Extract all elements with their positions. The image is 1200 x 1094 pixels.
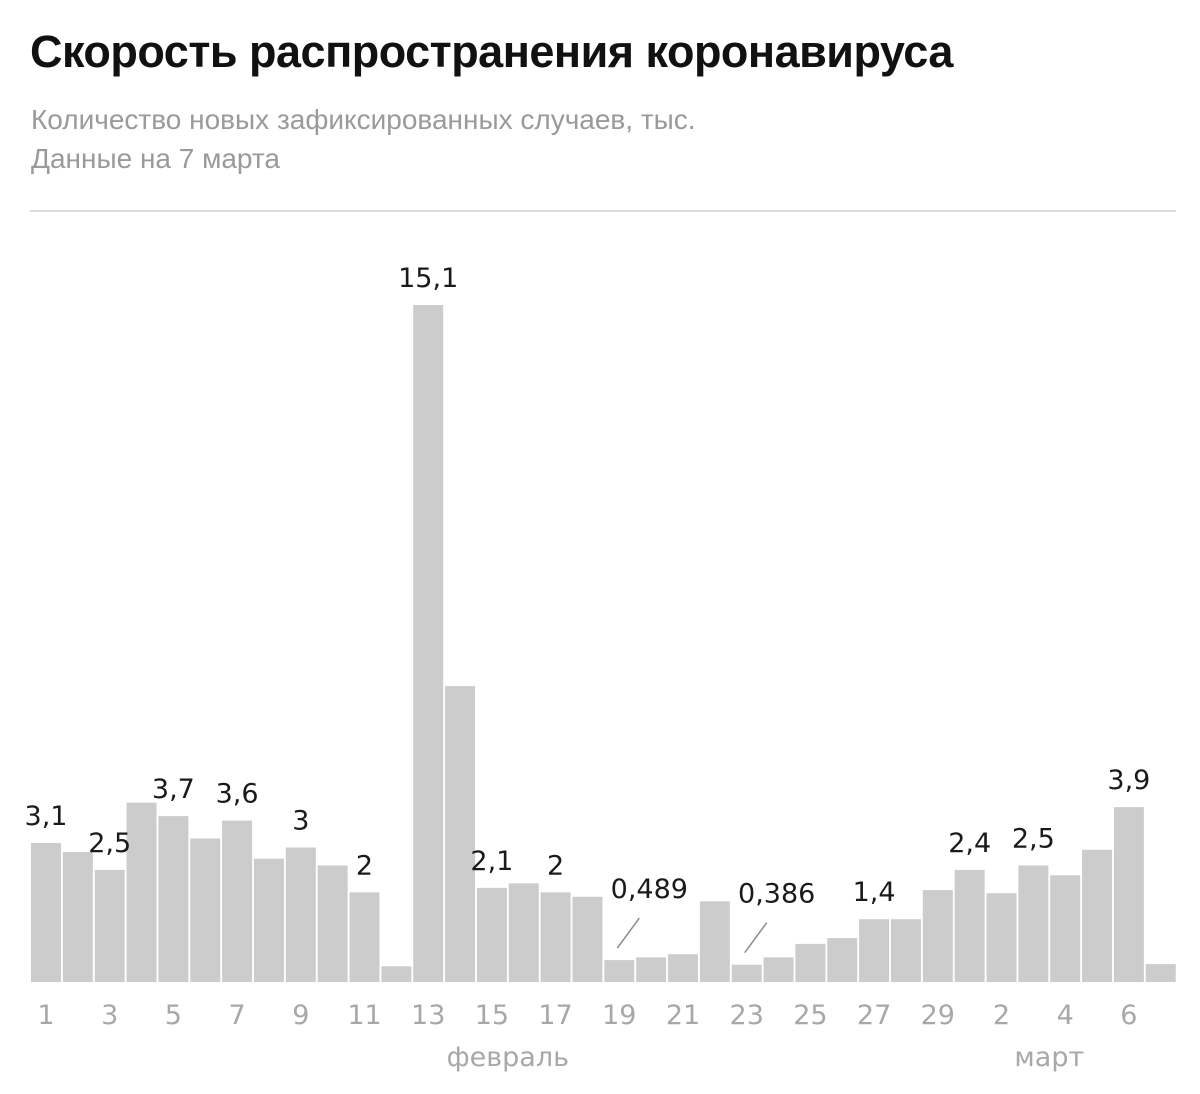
x-tick-labels-group: 1 3 5 7 9 11 13 15 17 19 21 23 25 27 29 2 4 6 — [37, 1000, 1137, 1031]
month-label-0: февраль — [447, 1042, 569, 1073]
x-tick-label-3: 7 — [229, 1000, 246, 1031]
x-tick-label-12: 25 — [793, 1000, 827, 1031]
x-tick-label-7: 15 — [475, 1000, 509, 1031]
x-tick-label-0: 1 — [37, 1000, 54, 1031]
x-tick-label-13: 27 — [857, 1000, 891, 1031]
bar-26-25 — [827, 938, 858, 982]
value-label-14: 3,9 — [1107, 765, 1150, 796]
value-label-4: 3 — [292, 806, 309, 837]
x-tick-label-9: 19 — [602, 1000, 636, 1031]
bar-3-2 — [94, 869, 125, 982]
month-labels-group: февраль март — [447, 1042, 1085, 1073]
bar-19-18 — [604, 960, 635, 982]
value-label-7: 2,1 — [470, 846, 513, 877]
bar-23-22 — [731, 964, 762, 982]
bar-2-30 — [986, 893, 1017, 982]
bar-2-1 — [62, 851, 93, 982]
leader-lines-group — [616, 917, 768, 954]
bar-12-11 — [381, 966, 412, 982]
bar-1-0 — [31, 843, 61, 982]
x-tick-label-1: 3 — [101, 1000, 118, 1031]
bar-11-10 — [349, 892, 380, 982]
leader-line-9 — [616, 917, 640, 949]
value-label-8: 2 — [547, 850, 564, 881]
bar-5-33 — [1082, 849, 1113, 982]
bar-15-14 — [476, 887, 507, 982]
x-tick-label-5: 11 — [347, 1000, 381, 1031]
bar-25-24 — [795, 943, 826, 982]
bars-group — [31, 305, 1176, 982]
chart-subtitle: Количество новых зафиксированных случаев… — [31, 100, 696, 178]
bar-7-35 — [1145, 964, 1176, 982]
bar-18-17 — [572, 896, 603, 982]
x-tick-label-2: 5 — [165, 1000, 182, 1031]
x-tick-label-14: 29 — [921, 1000, 955, 1031]
bar-7-6 — [222, 820, 253, 982]
value-label-5: 2 — [356, 850, 373, 881]
x-tick-label-4: 9 — [292, 1000, 309, 1031]
bar-8-7 — [253, 858, 284, 982]
bar-16-15 — [508, 883, 539, 982]
bar-17-16 — [540, 892, 571, 982]
bar-14-13 — [445, 686, 476, 982]
chart-title: Скорость распространения коронавируса — [30, 26, 953, 77]
value-label-2: 3,7 — [152, 774, 195, 805]
month-label-1: март — [1014, 1042, 1084, 1073]
x-tick-label-16: 4 — [1057, 1000, 1074, 1031]
bar-9-8 — [285, 847, 316, 982]
bar-24-23 — [763, 957, 794, 982]
bar-29-28 — [922, 890, 953, 982]
value-label-12: 2,4 — [948, 828, 991, 859]
x-tick-label-11: 23 — [730, 1000, 764, 1031]
bar-5-4 — [158, 816, 189, 982]
bar-1-29 — [954, 869, 985, 982]
bar-20-19 — [636, 957, 667, 982]
bar-6-34 — [1113, 807, 1144, 982]
bar-28-27 — [890, 919, 921, 982]
value-label-1: 2,5 — [88, 828, 131, 859]
value-label-6: 15,1 — [398, 263, 458, 294]
bar-22-21 — [699, 901, 730, 982]
x-tick-label-10: 21 — [666, 1000, 700, 1031]
x-tick-label-17: 6 — [1120, 1000, 1137, 1031]
bar-6-5 — [190, 838, 221, 982]
bar-13-12 — [413, 305, 444, 982]
bar-10-9 — [317, 865, 348, 982]
subtitle-line-units: Количество новых зафиксированных случаев… — [31, 104, 696, 135]
value-labels-group: 3,1 2,5 3,7 3,6 3 2 15,1 2,1 2 0,489 0,386 1,4 2,4 2,… — [25, 263, 1151, 910]
value-label-10: 0,386 — [738, 879, 815, 910]
value-label-11: 1,4 — [853, 877, 896, 908]
bar-21-20 — [668, 954, 698, 982]
x-tick-label-6: 13 — [411, 1000, 445, 1031]
value-label-0: 3,1 — [25, 801, 68, 832]
bar-4-32 — [1050, 875, 1081, 982]
bar-27-26 — [859, 919, 890, 982]
subtitle-line-date: Данные на 7 марта — [31, 143, 280, 174]
leader-line-10 — [744, 922, 768, 954]
bar-3-31 — [1018, 865, 1049, 982]
value-label-13: 2,5 — [1012, 823, 1055, 854]
header-divider — [30, 210, 1176, 212]
x-tick-label-15: 2 — [993, 1000, 1010, 1031]
x-tick-label-8: 17 — [538, 1000, 572, 1031]
value-label-9: 0,489 — [611, 874, 688, 905]
value-label-3: 3,6 — [216, 779, 259, 810]
bar-4-3 — [126, 802, 157, 982]
